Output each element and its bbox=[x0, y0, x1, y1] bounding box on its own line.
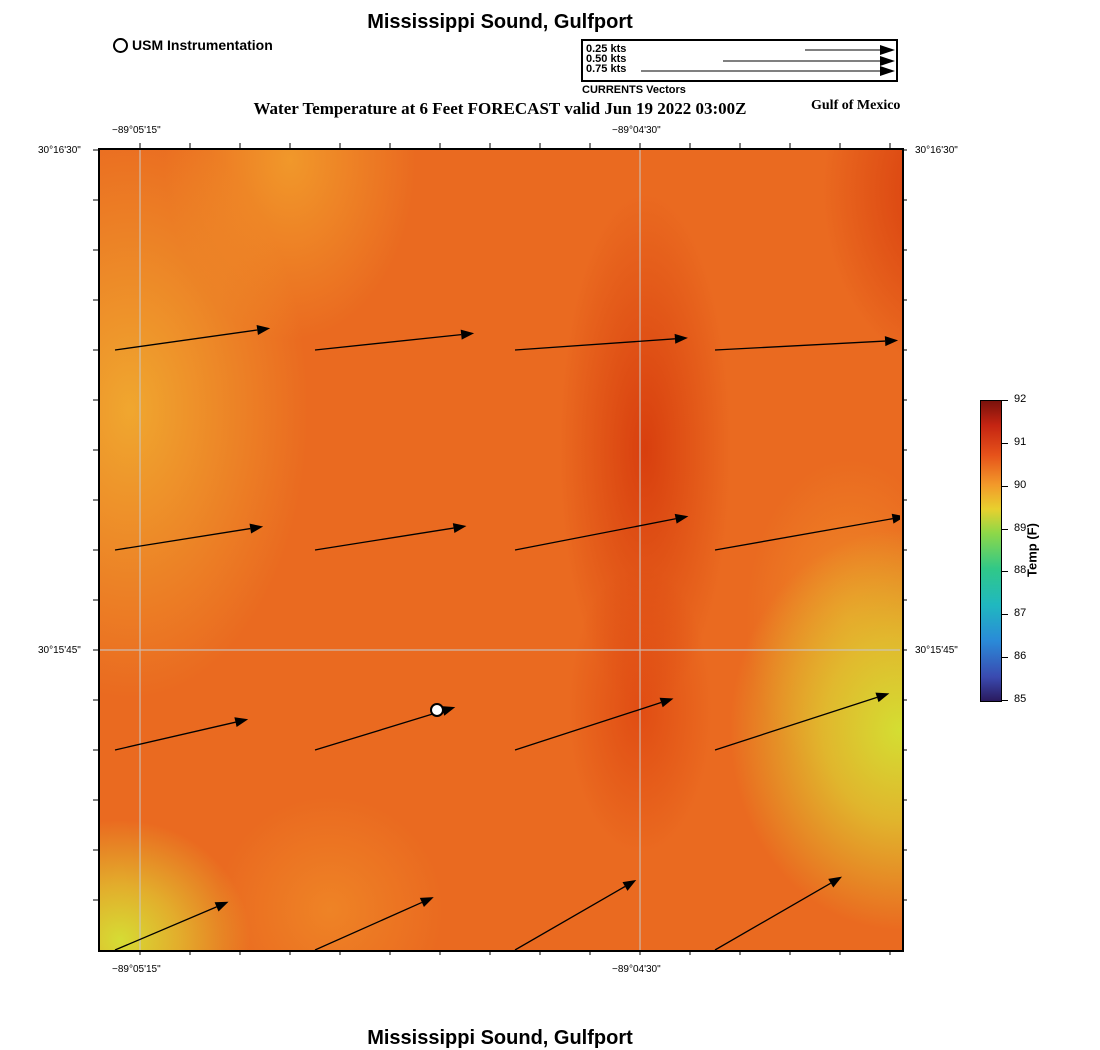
y-tick-left-1: 30°16'30" bbox=[38, 145, 81, 156]
current-vector-arrow bbox=[114, 523, 264, 551]
colorbar-label-90: 90 bbox=[1014, 479, 1027, 491]
x-tick-top-1: −89°05'15" bbox=[112, 125, 161, 136]
current-vector-arrow bbox=[714, 692, 890, 751]
colorbar-tick-mark bbox=[1001, 700, 1008, 701]
current-vectors bbox=[114, 325, 900, 950]
current-vector-arrow bbox=[114, 325, 271, 351]
vector-scale-label-1: 0.25 kts bbox=[586, 43, 627, 55]
colorbar-label-91: 91 bbox=[1014, 436, 1027, 448]
current-vector-arrow bbox=[714, 336, 899, 351]
map-subtitle: Water Temperature at 6 Feet FORECAST val… bbox=[253, 99, 747, 118]
colorbar-tick-mark bbox=[1001, 657, 1008, 658]
colorbar-tick-mark bbox=[1001, 400, 1008, 401]
temperature-field bbox=[100, 150, 902, 950]
y-tick-right-2: 30°15'45" bbox=[915, 645, 958, 656]
current-vector-arrow bbox=[514, 333, 688, 351]
current-vector-arrow bbox=[314, 897, 434, 950]
vector-scale-arrow-3 bbox=[641, 66, 895, 76]
colorbar-tick-mark bbox=[1001, 614, 1008, 615]
station-legend-label: USM Instrumentation bbox=[132, 37, 273, 53]
station-legend: USM Instrumentation bbox=[113, 37, 273, 53]
circle-marker-icon bbox=[113, 37, 128, 53]
current-vector-arrow bbox=[514, 513, 689, 551]
vector-scale-arrows bbox=[641, 45, 895, 76]
colorbar-tick-mark bbox=[1001, 443, 1008, 444]
vector-legend-caption: CURRENTS Vectors bbox=[582, 84, 686, 96]
x-tick-top-2: −89°04'30" bbox=[612, 125, 661, 136]
current-vector-arrow bbox=[314, 329, 475, 351]
colorbar-tick-mark bbox=[1001, 529, 1008, 530]
vector-scale-legend: 0.25 kts 0.50 kts 0.75 kts bbox=[581, 39, 898, 82]
x-tick-bottom-1: −89°05'15" bbox=[112, 964, 161, 975]
colorbar-tick-mark bbox=[1001, 571, 1008, 572]
current-vector-arrow bbox=[514, 697, 674, 751]
colorbar-label-88: 88 bbox=[1014, 564, 1027, 576]
region-label: Gulf of Mexico bbox=[811, 98, 901, 113]
y-tick-left-2: 30°15'45" bbox=[38, 645, 81, 656]
x-tick-bottom-2: −89°04'30" bbox=[612, 964, 661, 975]
map-footer-title: Mississippi Sound, Gulfport bbox=[367, 1027, 633, 1049]
y-tick-right-1: 30°16'30" bbox=[915, 145, 958, 156]
current-vector-arrow bbox=[314, 706, 456, 751]
colorbar-tick-mark bbox=[1001, 486, 1008, 487]
current-vector-arrow bbox=[314, 523, 467, 551]
vector-scale-arrow-1 bbox=[805, 45, 895, 55]
current-vector-arrow bbox=[114, 717, 249, 751]
colorbar-label-86: 86 bbox=[1014, 650, 1027, 662]
current-vector-arrow bbox=[714, 513, 900, 551]
temperature-map[interactable] bbox=[98, 148, 904, 952]
vector-scale-arrow-2 bbox=[723, 56, 895, 66]
colorbar-title: Temp (F) bbox=[1024, 523, 1040, 577]
current-vector-arrow bbox=[514, 880, 637, 950]
colorbar-label-92: 92 bbox=[1014, 393, 1027, 405]
current-vector-arrow bbox=[714, 876, 843, 950]
map-title: Mississippi Sound, Gulfport bbox=[367, 11, 633, 33]
map-overlay bbox=[100, 150, 900, 950]
colorbar-ticks: 92 91 90 89 88 87 86 85 bbox=[1001, 393, 1041, 705]
colorbar-label-85: 85 bbox=[1014, 693, 1027, 705]
temperature-colorbar bbox=[980, 400, 1002, 702]
vector-scale-label-2: 0.50 kts bbox=[586, 53, 627, 65]
map-grid bbox=[100, 150, 900, 950]
colorbar-label-89: 89 bbox=[1014, 522, 1027, 534]
current-vector-arrow bbox=[114, 901, 229, 950]
colorbar-label-87: 87 bbox=[1014, 607, 1027, 619]
vector-scale-label-3: 0.75 kts bbox=[586, 63, 627, 75]
usm-station-marker[interactable] bbox=[430, 703, 444, 717]
